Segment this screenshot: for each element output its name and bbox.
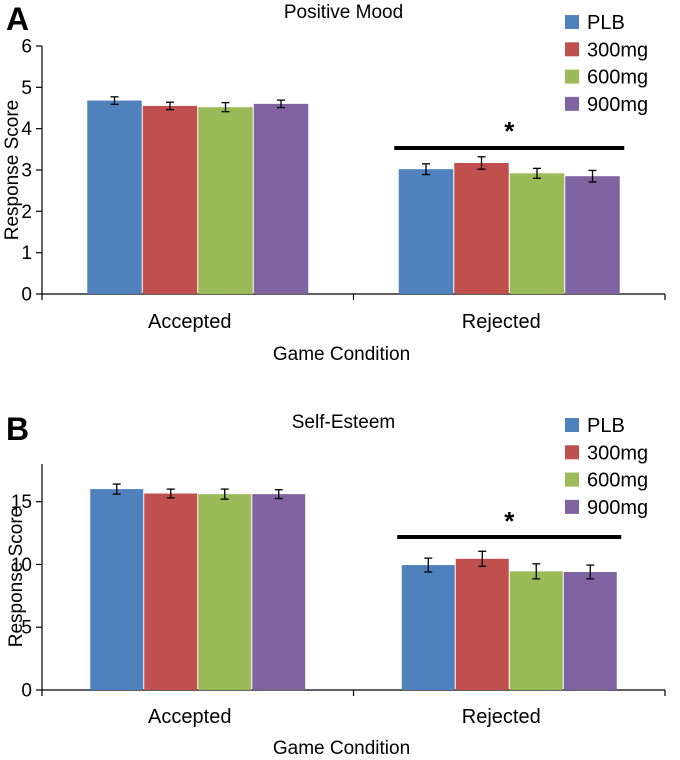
y-axis-title: Response Score bbox=[6, 507, 27, 647]
bar-900mg-accepted bbox=[253, 103, 309, 294]
significance-star: * bbox=[504, 116, 515, 146]
legend-swatch-plb bbox=[565, 418, 579, 432]
panel-a: A Positive Mood 0 1 2 3 4 5 6 Response Score Game … bbox=[2, 1, 666, 365]
legend-label-600mg: 600mg bbox=[587, 470, 648, 492]
legend-label-300mg: 300mg bbox=[587, 442, 648, 464]
panel-b: B Self-Esteem 0 5 10 15 Response Score Game Con… bbox=[0, 380, 680, 760]
x-tick-label-accepted: Accepted bbox=[148, 706, 231, 728]
legend-swatch-300mg bbox=[565, 445, 579, 460]
panel-letter: B bbox=[6, 411, 29, 447]
bar-600mg-accepted bbox=[198, 107, 253, 294]
panel-letter: A bbox=[6, 1, 29, 37]
bar-plb-accepted bbox=[90, 489, 144, 690]
legend-swatch-600mg bbox=[565, 69, 579, 84]
y-tick-label: 1 bbox=[21, 243, 32, 264]
bar-900mg-rejected bbox=[563, 571, 617, 690]
bar-600mg-rejected bbox=[509, 173, 565, 294]
bar-plb-rejected bbox=[401, 565, 455, 690]
chart-title: Positive Mood bbox=[284, 2, 403, 23]
y-axis-title: Response Score bbox=[2, 100, 23, 240]
legend-label-300mg: 300mg bbox=[587, 39, 648, 61]
y-tick-label: 0 bbox=[21, 285, 32, 306]
chart-panel-a: A Positive Mood 0 1 2 3 4 5 6 Response Score Game … bbox=[2, 1, 666, 365]
x-tick-label-accepted: Accepted bbox=[148, 311, 231, 333]
y-tick-label: 4 bbox=[21, 119, 32, 140]
legend-swatch-300mg bbox=[565, 42, 579, 57]
bar-300mg-accepted bbox=[142, 105, 198, 294]
bar-600mg-rejected bbox=[509, 571, 563, 690]
y-tick-label: 2 bbox=[21, 202, 32, 223]
chart-title: Self-Esteem bbox=[292, 412, 395, 433]
x-tick-label-rejected: Rejected bbox=[462, 706, 541, 728]
legend-swatch-900mg bbox=[565, 499, 579, 514]
legend-label-600mg: 600mg bbox=[587, 67, 648, 89]
legend-label-plb: PLB bbox=[587, 12, 625, 34]
bar-300mg-accepted bbox=[144, 493, 198, 690]
y-tick-label: 10 bbox=[11, 555, 32, 576]
significance-star: * bbox=[504, 506, 515, 536]
bar-300mg-rejected bbox=[455, 558, 509, 690]
x-axis-title: Game Condition bbox=[273, 344, 410, 365]
legend-label-plb: PLB bbox=[587, 415, 625, 437]
bar-300mg-rejected bbox=[454, 162, 509, 294]
x-axis-title: Game Condition bbox=[273, 738, 410, 759]
bar-600mg-accepted bbox=[198, 494, 252, 690]
legend-label-900mg: 900mg bbox=[587, 497, 648, 519]
legend-swatch-600mg bbox=[565, 472, 579, 487]
y-tick-label: 3 bbox=[21, 161, 32, 182]
bar-plb-rejected bbox=[398, 169, 454, 294]
legend-label-900mg: 900mg bbox=[587, 94, 648, 116]
bar-900mg-accepted bbox=[252, 494, 306, 690]
y-tick-label: 0 bbox=[21, 681, 32, 702]
y-tick-label: 6 bbox=[21, 37, 32, 58]
x-tick-label-rejected: Rejected bbox=[462, 311, 541, 333]
y-tick-label: 5 bbox=[21, 618, 32, 639]
y-tick-label: 15 bbox=[11, 492, 32, 513]
legend-swatch-plb bbox=[565, 15, 579, 29]
bar-plb-accepted bbox=[87, 100, 142, 294]
legend-swatch-900mg bbox=[565, 96, 579, 111]
bar-900mg-rejected bbox=[565, 176, 620, 294]
y-tick-label: 5 bbox=[21, 78, 32, 99]
